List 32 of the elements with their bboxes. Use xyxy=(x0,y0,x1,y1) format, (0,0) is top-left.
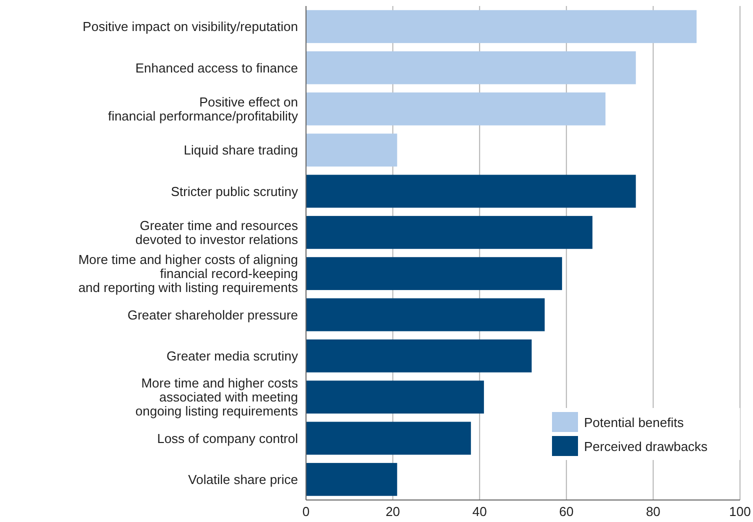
bar xyxy=(306,134,398,167)
y-tick-label: More time and higher costs associated with meeting ongoing listing requirements xyxy=(135,376,298,419)
y-tick-label: Greater media scrutiny xyxy=(166,348,298,364)
y-tick-label: Liquid share trading xyxy=(184,142,298,158)
bar xyxy=(306,51,636,84)
bar xyxy=(306,339,532,372)
x-tick-label: 40 xyxy=(472,504,487,519)
legend-label: Perceived drawbacks xyxy=(584,439,708,454)
x-tick-label: 20 xyxy=(386,504,400,519)
x-tick-label: 60 xyxy=(559,504,574,519)
x-tick-label: 0 xyxy=(302,504,310,519)
y-tick-label: Loss of company control xyxy=(157,430,298,446)
x-tick-label: 80 xyxy=(646,504,660,519)
y-tick-label: Greater time and resources devoted to investor relations xyxy=(135,218,298,247)
y-tick-label: Stricter public scrutiny xyxy=(170,184,298,199)
bar xyxy=(306,92,606,126)
y-tick-label: Positive effect on financial performance/profitability xyxy=(108,94,298,124)
bar xyxy=(306,10,697,44)
y-tick-label: More time and higher costs of aligning financial record-keeping and reporting with listing requirements xyxy=(78,252,298,296)
legend-label: Potential benefits xyxy=(584,415,684,430)
y-tick-label: Greater shareholder pressure xyxy=(127,307,298,322)
y-tick-label: Volatile share price xyxy=(188,472,298,487)
bar xyxy=(306,216,592,249)
bar xyxy=(306,298,545,332)
y-tick-label: Enhanced access to finance xyxy=(135,60,298,76)
bar xyxy=(306,174,636,208)
bar xyxy=(306,422,471,455)
bar xyxy=(306,257,562,290)
y-tick-label: Positive impact on visibility/reputation xyxy=(82,19,298,34)
bar xyxy=(306,380,484,414)
bar xyxy=(306,462,398,496)
x-tick-label: 100 xyxy=(729,504,751,519)
